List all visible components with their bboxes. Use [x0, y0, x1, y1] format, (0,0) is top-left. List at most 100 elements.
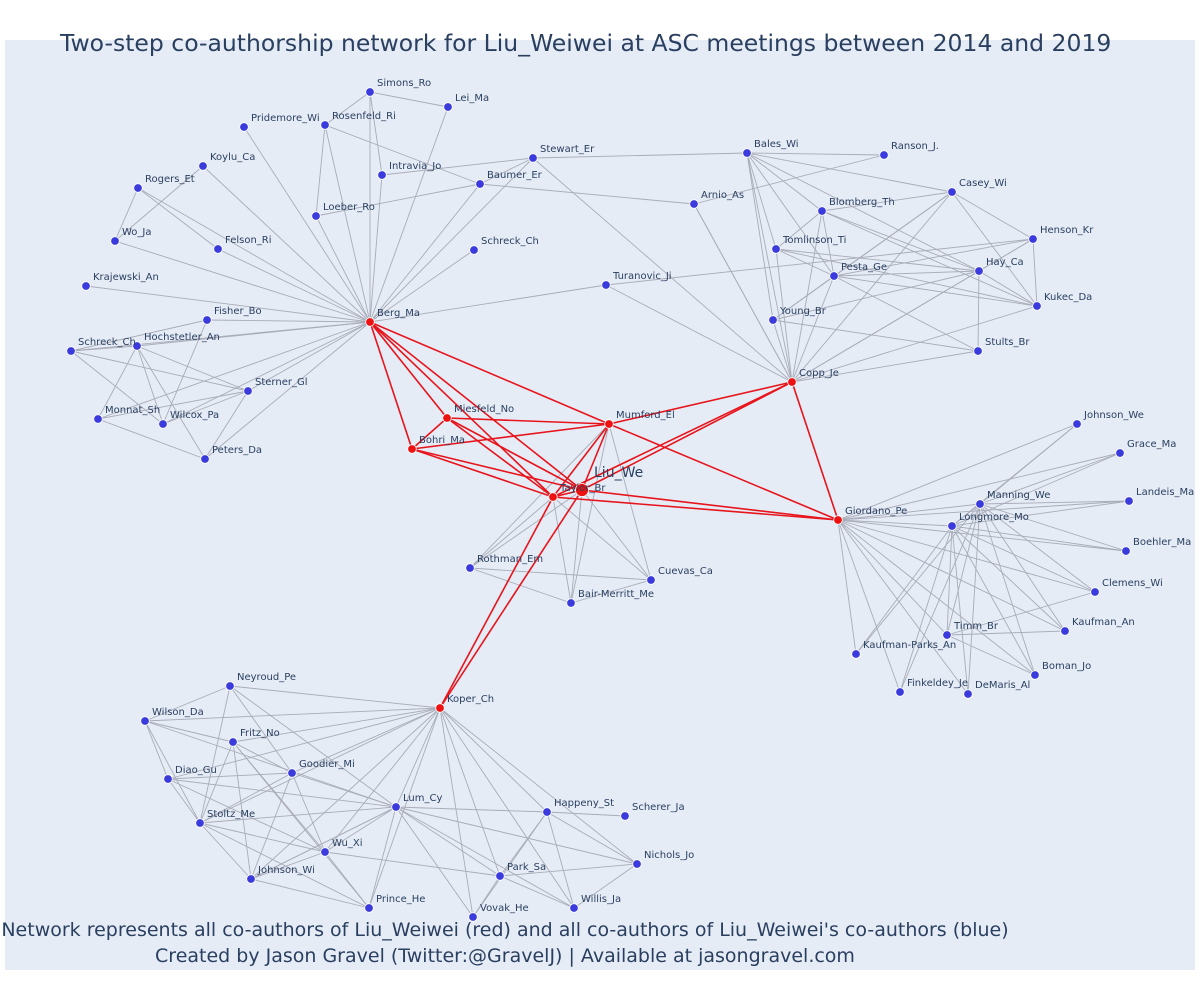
direct-coauthor-node[interactable] [365, 317, 375, 327]
indirect-coauthor-node[interactable] [469, 245, 479, 255]
indirect-coauthor-node[interactable] [66, 346, 76, 356]
node-label: Koper_Ch [447, 694, 494, 705]
indirect-coauthor-node[interactable] [228, 737, 238, 747]
indirect-coauthor-node[interactable] [320, 120, 330, 130]
indirect-coauthor-node[interactable] [566, 598, 576, 608]
indirect-coauthor-node[interactable] [132, 341, 142, 351]
indirect-coauthor-node[interactable] [974, 266, 984, 276]
indirect-coauthor-node[interactable] [1032, 301, 1042, 311]
focal-node[interactable] [575, 483, 589, 497]
indirect-coauthor-node[interactable] [158, 419, 168, 429]
indirect-coauthor-node[interactable] [947, 521, 957, 531]
indirect-edge [469, 496, 554, 569]
indirect-coauthor-node[interactable] [243, 386, 253, 396]
node-label: Monnat_Sh [105, 405, 160, 416]
indirect-edge [144, 707, 441, 722]
direct-edge [552, 496, 839, 521]
direct-coauthor-node[interactable] [407, 444, 417, 454]
indirect-coauthor-node[interactable] [365, 87, 375, 97]
indirect-coauthor-node[interactable] [391, 802, 401, 812]
indirect-coauthor-node[interactable] [468, 912, 478, 922]
indirect-coauthor-node[interactable] [246, 874, 256, 884]
indirect-coauthor-node[interactable] [311, 211, 321, 221]
indirect-edge [833, 275, 1038, 307]
indirect-coauthor-node[interactable] [620, 811, 630, 821]
indirect-coauthor-node[interactable] [81, 281, 91, 291]
indirect-coauthor-node[interactable] [528, 153, 538, 163]
indirect-coauthor-node[interactable] [195, 818, 205, 828]
indirect-coauthor-node[interactable] [1090, 587, 1100, 597]
node-label: Felson_Ri [225, 235, 272, 246]
indirect-edge [199, 772, 293, 824]
indirect-coauthor-node[interactable] [495, 871, 505, 881]
indirect-coauthor-node[interactable] [1121, 546, 1131, 556]
indirect-edge [479, 183, 695, 205]
indirect-coauthor-node[interactable] [364, 903, 374, 913]
direct-coauthor-node[interactable] [442, 413, 452, 423]
node-label: Peters_Da [212, 445, 262, 456]
indirect-edge [85, 285, 371, 323]
indirect-coauthor-node[interactable] [200, 454, 210, 464]
indirect-coauthor-node[interactable] [947, 187, 957, 197]
indirect-edge [167, 707, 441, 780]
direct-coauthor-node[interactable] [833, 515, 843, 525]
indirect-coauthor-node[interactable] [851, 649, 861, 659]
indirect-edge [199, 822, 370, 909]
indirect-edge [837, 519, 1036, 676]
indirect-coauthor-node[interactable] [213, 244, 223, 254]
indirect-coauthor-node[interactable] [1060, 626, 1070, 636]
node-label: Wu_Xi [332, 838, 363, 849]
indirect-edge [369, 157, 534, 323]
indirect-coauthor-node[interactable] [817, 206, 827, 216]
indirect-edge [951, 191, 1034, 240]
indirect-coauthor-node[interactable] [632, 859, 642, 869]
direct-coauthor-node[interactable] [548, 492, 558, 502]
indirect-coauthor-node[interactable] [475, 179, 485, 189]
indirect-coauthor-node[interactable] [320, 847, 330, 857]
indirect-coauthor-node[interactable] [93, 414, 103, 424]
indirect-edge [369, 249, 475, 323]
indirect-coauthor-node[interactable] [742, 148, 752, 158]
indirect-coauthor-node[interactable] [829, 271, 839, 281]
indirect-coauthor-node[interactable] [198, 161, 208, 171]
indirect-coauthor-node[interactable] [1115, 448, 1125, 458]
indirect-coauthor-node[interactable] [225, 681, 235, 691]
indirect-coauthor-node[interactable] [239, 122, 249, 132]
indirect-coauthor-node[interactable] [1028, 234, 1038, 244]
node-label: Hay_Ca [986, 257, 1024, 268]
indirect-coauthor-node[interactable] [646, 575, 656, 585]
indirect-coauthor-node[interactable] [768, 315, 778, 325]
indirect-edge [199, 822, 326, 853]
indirect-coauthor-node[interactable] [942, 630, 952, 640]
direct-edge [581, 381, 793, 491]
indirect-coauthor-node[interactable] [1124, 496, 1134, 506]
indirect-coauthor-node[interactable] [163, 774, 173, 784]
indirect-coauthor-node[interactable] [202, 315, 212, 325]
indirect-coauthor-node[interactable] [689, 199, 699, 209]
direct-coauthor-node[interactable] [604, 419, 614, 429]
network-graph[interactable]: Taylor_Br Berg_Ma Miesfeld_No Mumford_El Boh… [5, 40, 1195, 970]
indirect-coauthor-node[interactable] [140, 716, 150, 726]
indirect-edge [775, 248, 980, 272]
indirect-coauthor-node[interactable] [133, 183, 143, 193]
indirect-coauthor-node[interactable] [1072, 419, 1082, 429]
indirect-edge [136, 345, 249, 392]
indirect-coauthor-node[interactable] [287, 768, 297, 778]
direct-coauthor-node[interactable] [787, 377, 797, 387]
indirect-coauthor-node[interactable] [542, 807, 552, 817]
indirect-coauthor-node[interactable] [465, 563, 475, 573]
indirect-coauthor-node[interactable] [975, 499, 985, 509]
indirect-coauthor-node[interactable] [569, 903, 579, 913]
indirect-coauthor-node[interactable] [895, 687, 905, 697]
indirect-coauthor-node[interactable] [1030, 670, 1040, 680]
indirect-coauthor-node[interactable] [771, 244, 781, 254]
indirect-coauthor-node[interactable] [963, 689, 973, 699]
indirect-coauthor-node[interactable] [879, 150, 889, 160]
indirect-coauthor-node[interactable] [110, 236, 120, 246]
indirect-coauthor-node[interactable] [973, 346, 983, 356]
direct-coauthor-node[interactable] [435, 703, 445, 713]
indirect-coauthor-node[interactable] [377, 170, 387, 180]
indirect-coauthor-node[interactable] [443, 102, 453, 112]
indirect-edge [546, 811, 575, 909]
indirect-coauthor-node[interactable] [601, 280, 611, 290]
